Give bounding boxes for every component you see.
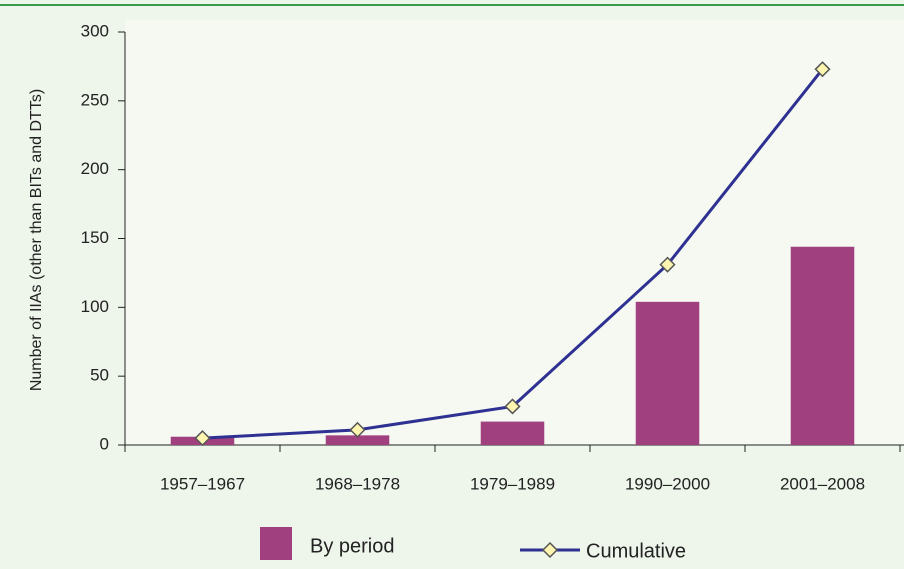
- x-tick-label: 1990–2000: [625, 474, 710, 493]
- bar: [635, 301, 700, 445]
- marker: [659, 256, 676, 273]
- bar: [325, 435, 390, 445]
- legend-label: By period: [310, 535, 395, 557]
- y-axis-label: Number of IIAs (other than BITs and DTTs…: [28, 89, 45, 391]
- legend-label: Cumulative: [586, 540, 686, 562]
- x-tick-label: 2001–2008: [780, 474, 865, 493]
- bar: [480, 421, 545, 445]
- marker: [814, 61, 831, 78]
- y-tick-label: 300: [81, 21, 109, 40]
- marker: [349, 421, 366, 438]
- legend-swatch: [260, 527, 292, 560]
- x-tick-label: 1957–1967: [160, 474, 245, 493]
- x-tick-label: 1968–1978: [315, 474, 400, 493]
- y-tick-label: 200: [81, 159, 109, 178]
- plot-area: [125, 20, 904, 445]
- y-tick-label: 50: [90, 366, 109, 385]
- marker: [504, 398, 521, 415]
- y-tick-label: 0: [100, 434, 109, 453]
- marker: [194, 430, 211, 447]
- x-tick-label: 1979–1989: [470, 474, 555, 493]
- legend-marker: [541, 541, 559, 559]
- y-tick-label: 150: [81, 228, 109, 247]
- y-tick-label: 250: [81, 90, 109, 109]
- bar: [790, 246, 855, 445]
- y-tick-label: 100: [81, 297, 109, 316]
